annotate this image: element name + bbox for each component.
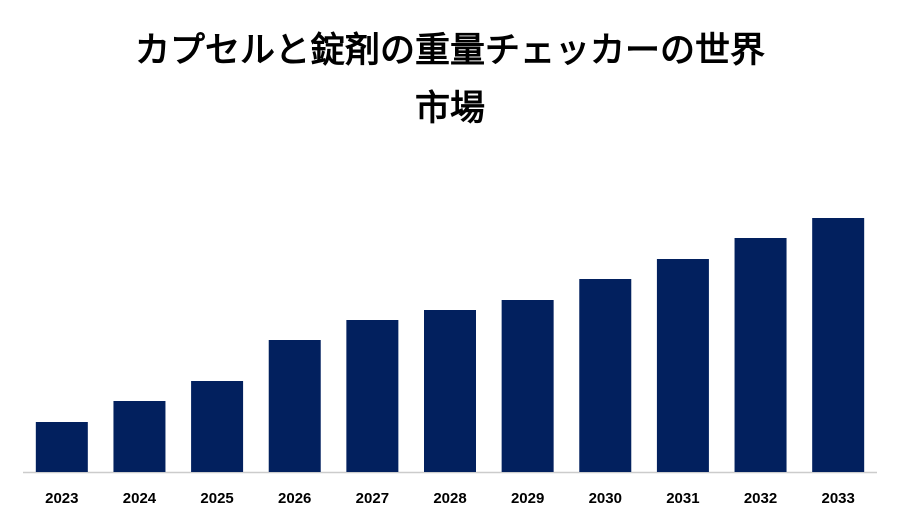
x-tick-label: 2031 [666,490,699,507]
x-tick-label: 2025 [200,490,233,507]
bar [35,422,88,472]
x-tick-label: 2029 [511,490,544,507]
x-tick-label: 2024 [123,490,157,507]
x-tick-label: 2030 [589,490,622,507]
bar [424,310,476,472]
bar [734,238,787,472]
x-tick-label: 2026 [278,490,311,507]
bar [579,279,632,472]
x-tick-label: 2028 [433,490,466,507]
chart-title: カプセルと錠剤の重量チェッカーの世界市場 [134,31,765,129]
x-tick-label: 2033 [821,490,854,507]
bar [812,218,865,472]
bar [113,401,166,472]
x-tick-label: 2023 [45,490,78,507]
bar [346,320,399,472]
bar [268,340,321,472]
x-tick-label: 2027 [356,490,389,507]
x-tick-label: 2032 [744,490,777,507]
bar [191,381,244,472]
bar [501,300,554,472]
bar [656,259,709,472]
